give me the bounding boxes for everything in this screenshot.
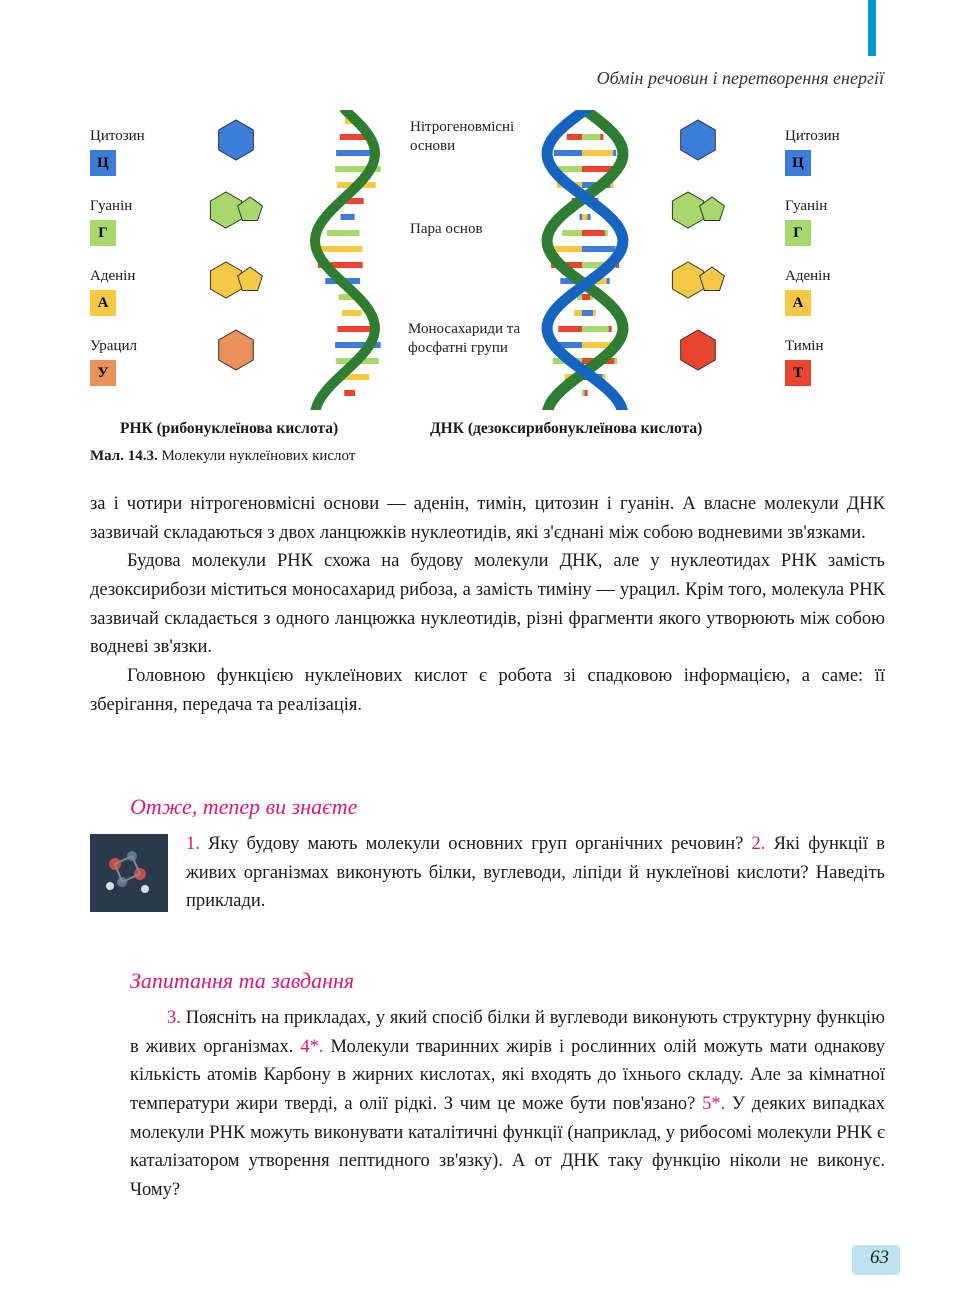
base-name: Гуанін: [90, 198, 160, 215]
base-name: Тимін: [785, 338, 860, 355]
figure-label: Мал. 14.3.: [90, 448, 158, 464]
caption-rnk: РНК (рибонуклеїнова кислота): [120, 420, 338, 438]
annotation-nitrogen: Нітрогеновмісні основи: [410, 118, 550, 156]
rna-base-У: Урацил: [90, 338, 160, 355]
dna-helix: [530, 110, 640, 410]
caption-dnk: ДНК (дезоксирибонуклеїнова кислота): [430, 420, 702, 438]
dna-base-А: Аденін: [785, 268, 860, 285]
q3-num: 3.: [167, 1008, 181, 1028]
q4-num: 4*.: [300, 1037, 323, 1057]
base-name: Цитозин: [90, 128, 160, 145]
base-box: А: [90, 290, 116, 316]
base-box: Ц: [785, 150, 811, 176]
base-name: Гуанін: [785, 198, 860, 215]
base-name: Аденін: [90, 268, 160, 285]
page-number: 63: [870, 1247, 889, 1269]
know-text: 1. Яку будову мають молекули основних гр…: [186, 830, 885, 916]
base-box: У: [90, 360, 116, 386]
dna-base-Ц: Цитозин: [785, 128, 860, 145]
base-box: Г: [90, 220, 116, 246]
base-box: Т: [785, 360, 811, 386]
dna-base-Г: Гуанін: [785, 198, 860, 215]
base-name: Аденін: [785, 268, 860, 285]
base-box: А: [785, 290, 811, 316]
annotation-pair: Пара основ: [410, 220, 520, 239]
rna-base-Г: Гуанін: [90, 198, 160, 215]
header-accent-bar: [868, 0, 876, 56]
molecule-thumbnail: [90, 834, 168, 912]
annotation-mono: Моносахариди та фосфатні групи: [408, 320, 528, 358]
nucleic-acid-diagram: Цитозин Ц Гуанін Г Аденін А Урацил У Нітрогенов…: [90, 110, 890, 450]
body-paragraphs: за і чотири нітрогеновмісні основи — аде…: [90, 490, 885, 719]
paragraph-3: Головною функцією нуклеїнових кислот є р…: [90, 662, 885, 719]
section-know-heading: Отже, тепер ви знаєте: [130, 794, 357, 820]
dna-base-Т: Тимін: [785, 338, 860, 355]
figure-text: Молекули нуклеїнових кислот: [161, 448, 355, 464]
know-q2-num: 2.: [752, 834, 766, 854]
know-block: 1. Яку будову мають молекули основних гр…: [90, 830, 885, 916]
base-name: Урацил: [90, 338, 160, 355]
base-box: Г: [785, 220, 811, 246]
paragraph-1: за і чотири нітрогеновмісні основи — аде…: [90, 490, 885, 547]
know-q1-num: 1.: [186, 834, 200, 854]
page-header: Обмін речовин і перетворення енергії: [597, 68, 884, 89]
base-box: Ц: [90, 150, 116, 176]
section-questions-heading: Запитання та завдання: [130, 968, 354, 994]
rna-helix: [300, 110, 390, 410]
rna-base-А: Аденін: [90, 268, 160, 285]
paragraph-2: Будова молекули РНК схожа на будову моле…: [90, 547, 885, 662]
dna-chem-structures: [650, 110, 750, 410]
questions-text: 3. Поясніть на прикладах, у який спосіб …: [130, 1004, 885, 1205]
rna-chem-structures: [188, 110, 288, 410]
know-q1: Яку будову мають молекули основних груп …: [200, 834, 752, 854]
q5-num: 5*.: [702, 1094, 725, 1114]
rna-base-Ц: Цитозин: [90, 128, 160, 145]
base-name: Цитозин: [785, 128, 860, 145]
figure-caption: Мал. 14.3. Молекули нуклеїнових кислот: [90, 448, 355, 465]
